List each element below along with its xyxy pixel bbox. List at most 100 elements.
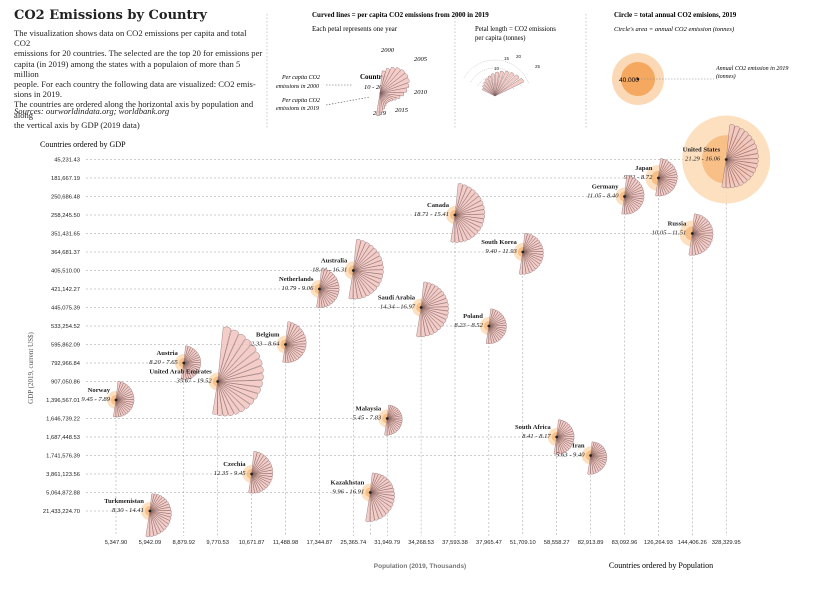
country-center xyxy=(318,287,321,291)
petal xyxy=(624,179,639,197)
y-tick-label: 421,142.27 xyxy=(51,287,80,293)
petal xyxy=(149,510,158,536)
petal xyxy=(316,288,320,308)
petal xyxy=(494,70,504,97)
country-center xyxy=(623,195,626,198)
legend-pc2000-2: emissions in 2000 xyxy=(276,84,319,90)
petal xyxy=(420,307,442,331)
petal xyxy=(658,177,662,197)
petal xyxy=(370,481,392,493)
country-center xyxy=(368,491,372,494)
petal xyxy=(488,325,504,339)
legend-circle-title: Circle = total annual CO2 emisions, 2019 xyxy=(614,11,737,19)
x-tick-label: 37,593.38 xyxy=(442,540,468,546)
legend-arc xyxy=(463,59,530,84)
x-tick-label: 10,671.87 xyxy=(239,540,265,546)
country-range-label: 5.63 - 9.40 xyxy=(556,452,585,459)
petal xyxy=(726,159,744,186)
petal xyxy=(621,196,625,215)
petal xyxy=(420,307,435,335)
petal xyxy=(115,386,131,401)
petal xyxy=(212,381,218,415)
petal xyxy=(658,177,672,193)
petal xyxy=(692,232,714,237)
y-tick-label: 45,231.43 xyxy=(54,158,80,164)
petal xyxy=(370,492,394,508)
petal xyxy=(420,285,439,308)
country-center xyxy=(487,324,491,328)
petal xyxy=(370,492,390,514)
petal xyxy=(692,215,704,234)
x-axis-label: Population (2019, Thousands) xyxy=(374,563,466,570)
x-tick-label: 8,879.92 xyxy=(173,540,196,546)
petal xyxy=(692,220,710,234)
y-tick-label: 21,433,224.70 xyxy=(43,509,80,515)
petal xyxy=(115,382,127,401)
petal xyxy=(285,344,304,356)
petal xyxy=(454,214,464,243)
petal xyxy=(420,282,432,308)
legend-petal-length-2: per capita (tonnes) xyxy=(475,35,526,42)
petal xyxy=(370,492,379,521)
petal xyxy=(370,492,392,511)
petal xyxy=(454,209,486,216)
petal xyxy=(726,125,741,160)
petal xyxy=(251,473,274,477)
petal xyxy=(692,214,701,234)
petal xyxy=(217,333,246,382)
petal xyxy=(726,159,756,173)
sources: Sources: ourworldindata.org; worldbank.o… xyxy=(14,106,170,116)
petal xyxy=(285,322,295,345)
petal xyxy=(379,82,410,94)
petal xyxy=(522,251,543,262)
petal xyxy=(624,196,642,208)
petal xyxy=(494,71,500,97)
petal xyxy=(319,271,334,290)
country-name-label: Iran xyxy=(572,443,585,450)
petal xyxy=(217,380,263,388)
legend-arc-tick: 15 xyxy=(504,56,510,61)
petal xyxy=(624,196,640,210)
petal xyxy=(149,494,160,512)
country-center xyxy=(114,398,118,402)
page-title: CO2 Emissions by Country xyxy=(14,8,207,23)
petal xyxy=(387,417,403,421)
petal xyxy=(421,306,449,312)
y-tick-label: 1,741,576.39 xyxy=(46,454,80,460)
country-center xyxy=(555,435,559,439)
country-center xyxy=(284,343,287,346)
petal xyxy=(348,270,354,300)
legend-arc-tick: 25 xyxy=(535,64,541,69)
country-range-label: 11.05 - 8.40 xyxy=(587,193,619,200)
country-name-label: South Africa xyxy=(515,424,551,431)
petal xyxy=(285,337,307,345)
petal xyxy=(454,204,485,216)
petal xyxy=(217,351,260,382)
petal xyxy=(353,270,380,288)
legend-country-label: Country xyxy=(360,73,386,81)
country-name-label: United Arab Emirates xyxy=(149,369,212,376)
petal xyxy=(658,177,667,196)
country-center xyxy=(690,232,694,235)
petal xyxy=(370,492,395,504)
petal xyxy=(658,166,676,179)
y-tick-label: 5,064,872.88 xyxy=(46,491,80,497)
petal xyxy=(590,447,606,456)
petal xyxy=(353,240,366,271)
petal xyxy=(692,233,712,246)
x-tick-label: 37,965.47 xyxy=(476,540,502,546)
country-glyph: South Korea 9.40 - 11.93 xyxy=(481,232,544,275)
petal xyxy=(726,159,731,189)
country-center xyxy=(250,472,254,476)
petal xyxy=(658,159,667,179)
y-tick-label: 533,254.52 xyxy=(51,324,80,330)
petal xyxy=(217,381,250,409)
petal xyxy=(726,124,735,160)
petal xyxy=(319,288,339,298)
petal xyxy=(285,344,302,359)
y-tick-label: 351,431.65 xyxy=(51,232,80,238)
petal xyxy=(522,251,536,272)
petal xyxy=(624,189,645,197)
petal xyxy=(251,473,270,486)
description-line: the vertical axis by GDP (2019 data) xyxy=(14,119,140,130)
